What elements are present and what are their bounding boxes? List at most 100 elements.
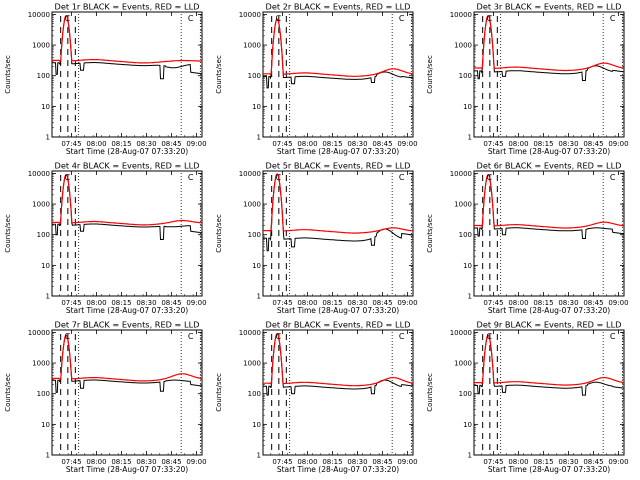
panel-title: Det 9r BLACK = Events, RED = LLD — [477, 320, 622, 330]
y-tick-label: 100 — [459, 390, 472, 398]
x-tick-label: 08:15 — [111, 458, 131, 466]
panel-title: Det 4r BLACK = Events, RED = LLD — [55, 161, 200, 171]
y-tick-label: 100 — [37, 390, 50, 398]
x-tick-label: 07:45 — [483, 458, 503, 466]
y-tick-label: 100 — [37, 72, 50, 80]
curve-group — [52, 174, 202, 240]
x-tick-label: 08:45 — [372, 299, 392, 307]
detector-panel: Det 8r BLACK = Events, RED = LLD 1 10 100 10… — [215, 320, 418, 475]
x-tick-label: 07:45 — [61, 140, 81, 148]
y-tick-label: 1 — [468, 452, 472, 460]
y-axis-label: Counts/sec — [426, 214, 434, 253]
y-tick-label: 10 — [252, 421, 261, 429]
marker-glyph: C — [188, 14, 194, 23]
detector-panel: Det 2r BLACK = Events, RED = LLD 1 10 100 10… — [215, 2, 418, 157]
x-tick-label: 09:00 — [608, 140, 628, 148]
marker-glyph: C — [276, 332, 282, 341]
y-tick-label: 10000 — [239, 329, 261, 337]
y-tick-label: 1 — [257, 293, 261, 301]
x-tick-label: 08:15 — [533, 458, 553, 466]
y-tick-label: 1000 — [454, 201, 472, 209]
panel-title: Det 2r BLACK = Events, RED = LLD — [266, 2, 411, 12]
x-tick-label: 09:00 — [397, 299, 417, 307]
x-tick-label: 09:00 — [397, 140, 417, 148]
y-tick-label: 1000 — [32, 360, 50, 368]
x-tick-label: 08:15 — [533, 299, 553, 307]
detector-panel: Det 6r BLACK = Events, RED = LLD 1 10 100 10… — [426, 161, 629, 316]
x-tick-label: 09:00 — [186, 458, 206, 466]
x-tick-label: 07:45 — [61, 458, 81, 466]
x-tick-label: 08:30 — [347, 140, 367, 148]
y-tick-label: 10000 — [450, 11, 472, 19]
x-tick-label: 08:30 — [347, 299, 367, 307]
curve-group — [474, 15, 624, 81]
plot-frame — [51, 329, 203, 456]
y-axis-label: Counts/sec — [215, 373, 223, 412]
x-tick-label: 07:45 — [272, 299, 292, 307]
x-tick-label: 07:45 — [61, 299, 81, 307]
x-axis-label: Start Time (28-Aug-07 07:33:20) — [277, 465, 399, 474]
plot-frame — [473, 11, 625, 138]
curve-group — [52, 334, 202, 393]
x-tick-label: 08:15 — [533, 140, 553, 148]
y-tick-label: 10 — [252, 262, 261, 270]
marker-glyph: C — [65, 332, 71, 341]
marker-glyph: C — [399, 332, 405, 341]
events-series-line — [263, 173, 413, 252]
marker-glyph: C — [399, 14, 405, 23]
x-tick-label: 08:45 — [372, 458, 392, 466]
y-tick-label: 10 — [41, 103, 50, 111]
curve-group — [263, 173, 413, 252]
y-axis-label: Counts/sec — [4, 55, 12, 94]
marker-glyph: C — [610, 173, 616, 182]
x-tick-label: 09:00 — [608, 458, 628, 466]
x-axis-label: Start Time (28-Aug-07 07:33:20) — [277, 306, 399, 315]
y-tick-label: 100 — [459, 231, 472, 239]
panel-title: Det 1r BLACK = Events, RED = LLD — [55, 2, 200, 12]
x-tick-label: 08:00 — [297, 140, 317, 148]
x-tick-label: 08:45 — [583, 299, 603, 307]
y-tick-label: 100 — [459, 72, 472, 80]
marker-glyph: C — [276, 14, 282, 23]
plot-frame — [473, 329, 625, 456]
y-tick-label: 10 — [463, 421, 472, 429]
y-tick-label: 10 — [41, 262, 50, 270]
detector-panel: Det 7r BLACK = Events, RED = LLD 1 10 100 10… — [4, 320, 207, 475]
plot-frame — [51, 170, 203, 297]
panel-title: Det 8r BLACK = Events, RED = LLD — [266, 320, 411, 330]
y-tick-label: 10000 — [450, 329, 472, 337]
detector-panel: Det 3r BLACK = Events, RED = LLD 1 10 100 10… — [426, 2, 629, 157]
x-axis-label: Start Time (28-Aug-07 07:33:20) — [66, 306, 188, 315]
y-axis-label: Counts/sec — [4, 373, 12, 412]
x-axis-label: Start Time (28-Aug-07 07:33:20) — [66, 465, 188, 474]
y-tick-label: 10000 — [28, 329, 50, 337]
x-tick-label: 09:00 — [186, 299, 206, 307]
x-tick-label: 07:45 — [272, 140, 292, 148]
y-tick-label: 1000 — [32, 42, 50, 50]
x-tick-label: 07:45 — [483, 299, 503, 307]
plot-frame — [262, 329, 414, 456]
lld-series-line — [474, 15, 624, 72]
y-tick-label: 1 — [468, 293, 472, 301]
lld-series-line — [263, 173, 413, 234]
x-tick-label: 08:15 — [111, 140, 131, 148]
x-tick-label: 09:00 — [397, 458, 417, 466]
x-axis-label: Start Time (28-Aug-07 07:33:20) — [66, 147, 188, 156]
y-tick-label: 10000 — [239, 170, 261, 178]
y-tick-label: 1 — [257, 452, 261, 460]
events-series-line — [474, 334, 624, 396]
y-tick-label: 1000 — [454, 42, 472, 50]
marker-glyph: C — [487, 173, 493, 182]
panel-title: Det 6r BLACK = Events, RED = LLD — [477, 161, 622, 171]
x-tick-label: 08:45 — [161, 140, 181, 148]
x-tick-label: 08:00 — [508, 458, 528, 466]
y-tick-label: 100 — [248, 390, 261, 398]
y-tick-label: 1 — [257, 134, 261, 142]
x-tick-label: 08:00 — [86, 458, 106, 466]
curve-group — [474, 334, 624, 396]
events-series-line — [52, 15, 202, 80]
x-tick-label: 08:45 — [161, 299, 181, 307]
lld-series-line — [52, 334, 202, 382]
marker-glyph: C — [188, 332, 194, 341]
x-axis-label: Start Time (28-Aug-07 07:33:20) — [488, 465, 610, 474]
